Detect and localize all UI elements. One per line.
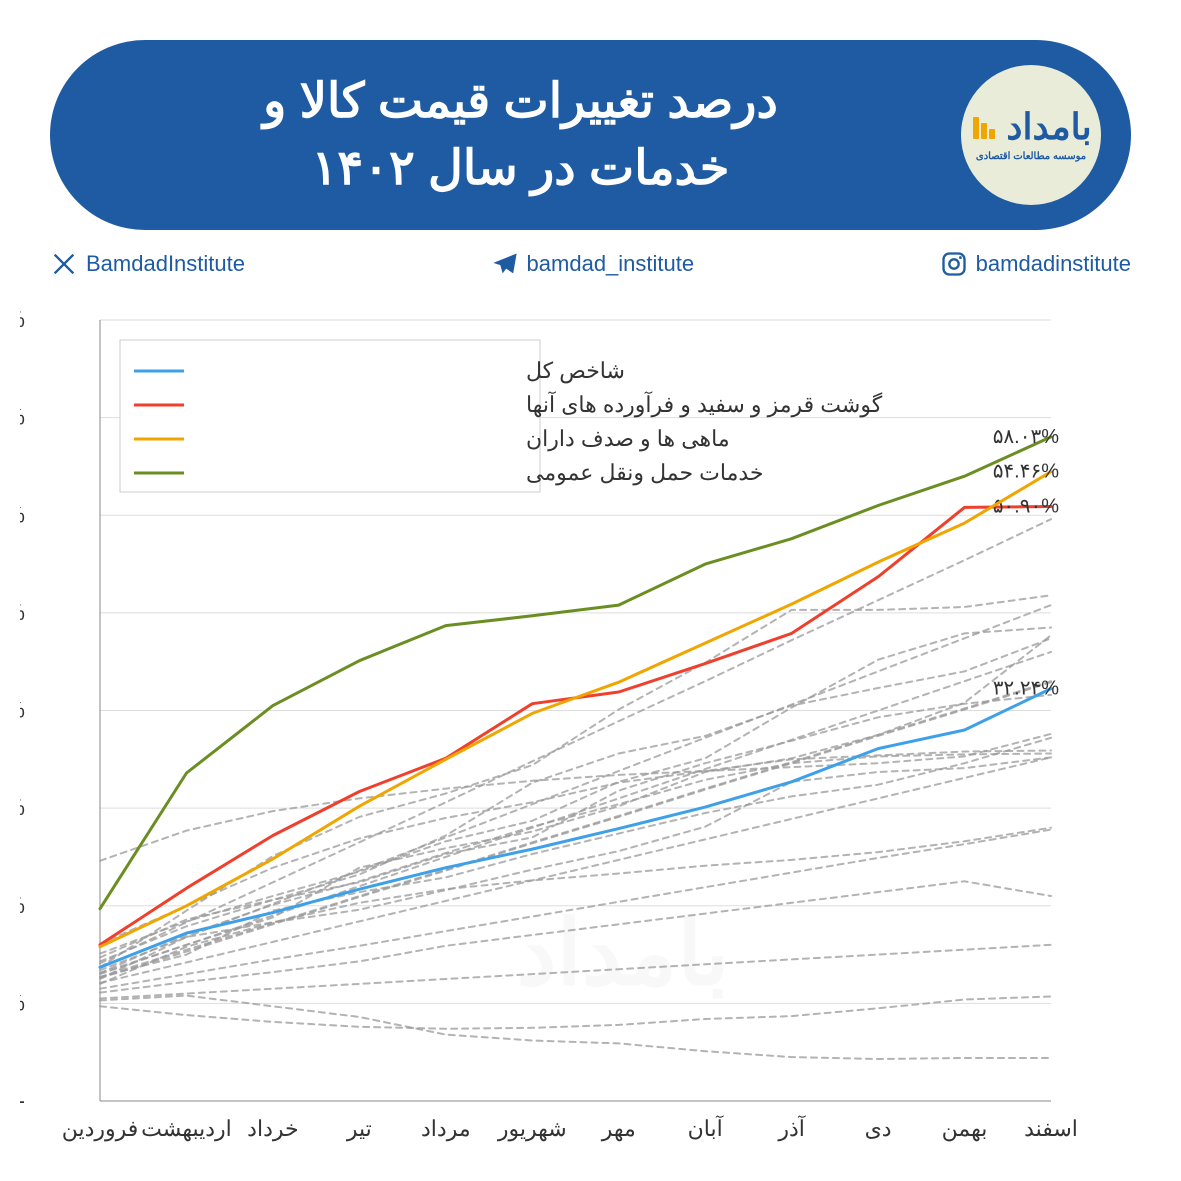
svg-text:شاخص کل: شاخص کل [526,358,625,384]
svg-text:مهر: مهر [601,1116,636,1142]
svg-text:۳۲.۲۴%: ۳۲.۲۴% [993,678,1060,700]
svg-text:۲۰%: ۲۰% [20,795,25,820]
social-x[interactable]: BamdadInstitute [50,250,245,278]
svg-text:۵۴.۴۶%: ۵۴.۴۶% [993,461,1060,483]
logo-subtitle: موسسه مطالعات اقتصادی [976,151,1086,162]
chart-container: -۱۰% ۰% ۱۰% ۲۰% ۳۰% ۴۰% ۵۰% ۶۰% ۷۰% بامداد فروردین… [20,310,1161,1151]
instagram-icon [940,250,968,278]
svg-text:تیر: تیر [346,1116,372,1142]
svg-text:دی: دی [865,1116,892,1141]
social-x-label: BamdadInstitute [86,251,245,277]
svg-text:ماهی ها و صدف داران: ماهی ها و صدف داران [526,426,730,452]
svg-text:آبان: آبان [688,1115,724,1141]
svg-text:۱۰%: ۱۰% [20,893,25,918]
svg-text:خدمات حمل ونقل عمومی: خدمات حمل ونقل عمومی [526,460,764,486]
logo-bars-icon [972,109,996,145]
svg-text:۰%: ۰% [20,990,25,1015]
svg-text:۴۰%: ۴۰% [20,600,25,625]
svg-text:بهمن: بهمن [942,1116,988,1142]
svg-text:۵۸.۰۳%: ۵۸.۰۳% [993,426,1060,448]
social-telegram[interactable]: bamdad_institute [491,250,695,278]
svg-text:خرداد: خرداد [247,1116,298,1142]
svg-text:۶۰%: ۶۰% [20,405,25,430]
svg-text:-۱۰%: -۱۰% [20,1088,25,1113]
page-title: درصد تغییرات قیمت کالا و خدمات در سال ۱۴… [80,68,961,202]
title-band: بامداد موسسه مطالعات اقتصادی درصد تغییرا… [50,40,1131,230]
svg-text:اسفند: اسفند [1024,1116,1078,1141]
title-line-1: درصد تغییرات قیمت کالا و [100,68,941,135]
social-telegram-label: bamdad_institute [527,251,695,277]
social-instagram[interactable]: bamdadinstitute [940,250,1131,278]
svg-text:۵۰%: ۵۰% [20,502,25,527]
title-line-2: خدمات در سال ۱۴۰۲ [100,135,941,202]
logo-main: بامداد [970,109,1091,145]
line-chart: -۱۰% ۰% ۱۰% ۲۰% ۳۰% ۴۰% ۵۰% ۶۰% ۷۰% بامداد فروردین… [20,310,1161,1151]
social-row: BamdadInstitute bamdad_institute bamdadi… [50,250,1131,278]
svg-text:۷۰%: ۷۰% [20,310,25,332]
svg-text:شهریور: شهریور [497,1116,567,1142]
svg-text:اردیبهشت: اردیبهشت [141,1116,232,1142]
svg-text:گوشت قرمز و سفید و فرآورده های: گوشت قرمز و سفید و فرآورده های آنها [526,391,883,418]
social-instagram-label: bamdadinstitute [976,251,1131,277]
x-icon [50,250,78,278]
svg-text:بامداد: بامداد [517,904,730,1004]
svg-text:فروردین: فروردین [62,1116,139,1142]
logo-word: بامداد [1006,106,1091,147]
logo: بامداد موسسه مطالعات اقتصادی [961,65,1101,205]
svg-text:۳۰%: ۳۰% [20,698,25,723]
svg-text:آذر: آذر [777,1115,805,1142]
telegram-icon [491,250,519,278]
svg-text:مرداد: مرداد [421,1116,471,1142]
